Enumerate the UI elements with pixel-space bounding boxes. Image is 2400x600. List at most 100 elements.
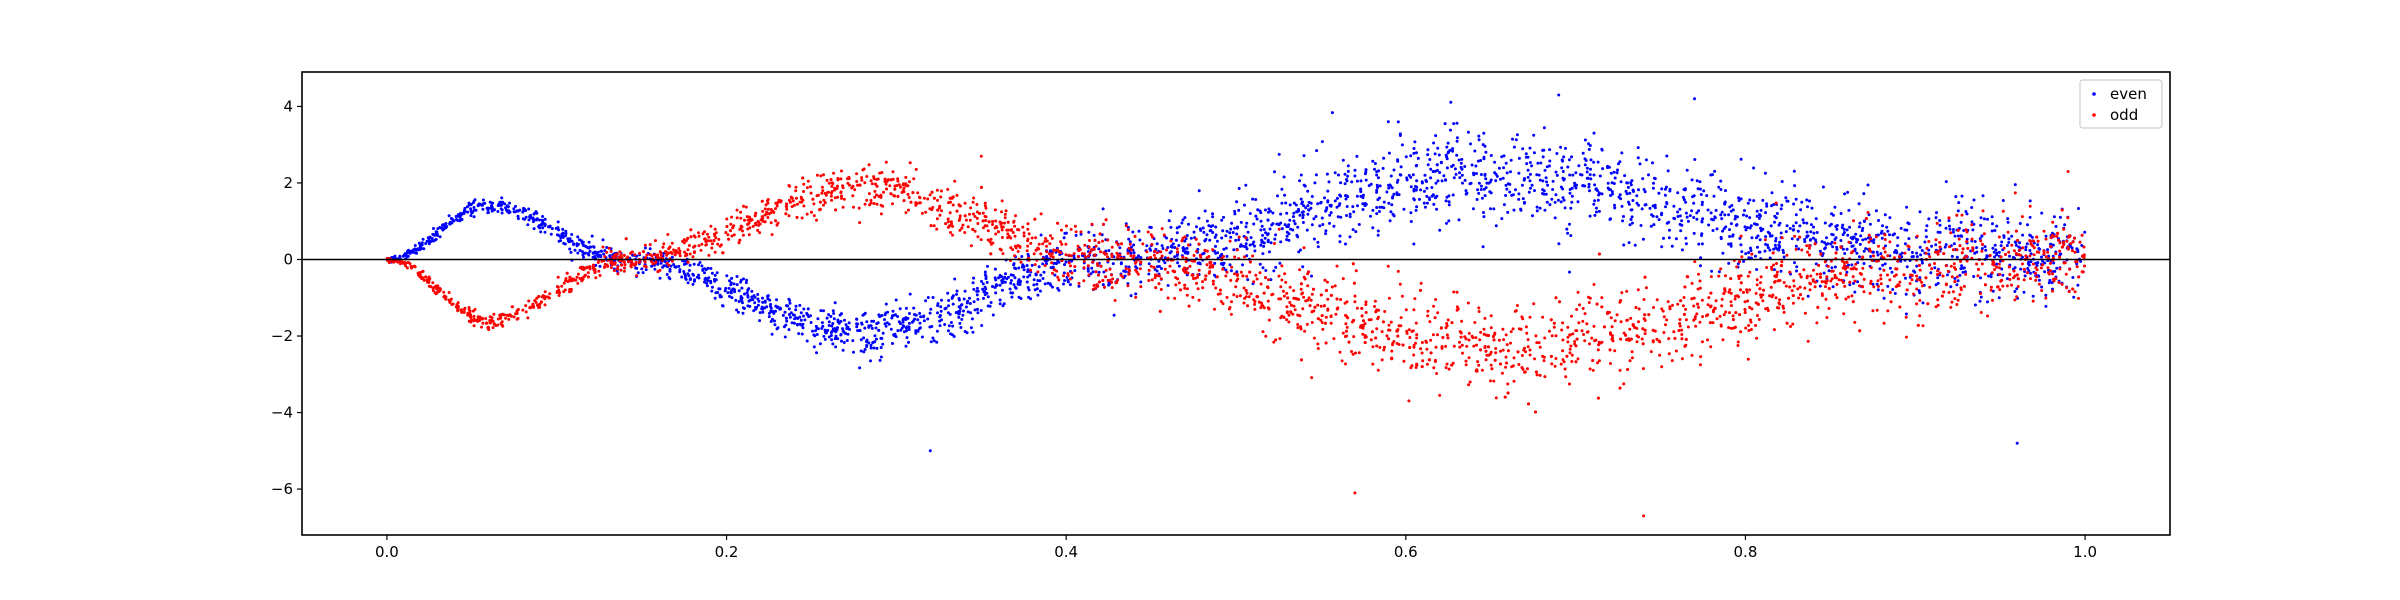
data-point (1338, 240, 1342, 244)
data-point (730, 276, 734, 280)
data-point (1126, 284, 1130, 288)
data-point (2040, 255, 2043, 259)
data-point (1665, 318, 1669, 322)
data-point (560, 234, 564, 237)
data-point (460, 218, 464, 221)
data-point (2079, 259, 2083, 263)
data-point (1099, 250, 1102, 254)
data-point (1690, 281, 1694, 285)
data-point (1364, 178, 1368, 182)
data-point (1283, 223, 1287, 227)
data-point (1097, 280, 1101, 284)
data-point (2076, 283, 2080, 287)
data-point (1618, 193, 1622, 197)
data-point (1351, 228, 1355, 232)
data-point (1637, 188, 1640, 192)
data-point (757, 299, 761, 303)
data-point (1000, 225, 1004, 229)
data-point (1033, 288, 1037, 292)
data-point (878, 315, 882, 319)
data-point (1582, 333, 1585, 336)
data-point (1740, 250, 1744, 254)
data-point (1369, 214, 1372, 218)
data-point (1301, 213, 1305, 217)
data-point (1229, 312, 1233, 316)
data-point (1404, 155, 1408, 159)
data-point (1524, 350, 1528, 354)
data-point (618, 250, 622, 254)
data-point (2028, 249, 2032, 252)
data-point (1251, 254, 1255, 258)
data-point (1288, 218, 1292, 222)
data-point (1799, 208, 1803, 212)
data-point (543, 217, 547, 221)
data-point (1955, 275, 1959, 279)
data-point (855, 317, 859, 321)
data-point (1353, 168, 1357, 172)
data-point (1808, 199, 1811, 203)
data-point (1087, 273, 1091, 277)
data-point (716, 291, 720, 294)
data-point (1964, 210, 1968, 213)
data-point (564, 229, 568, 233)
data-point (2031, 294, 2035, 298)
data-point (1676, 210, 1680, 214)
data-point (1371, 226, 1375, 230)
data-point (1248, 243, 1252, 247)
data-point (741, 306, 745, 310)
data-point (425, 239, 429, 243)
data-point (1387, 296, 1391, 300)
data-point (1655, 215, 1659, 219)
data-point (972, 276, 976, 280)
data-point (1852, 281, 1855, 285)
data-point (1094, 286, 1098, 290)
data-point (1600, 147, 1604, 151)
data-point (575, 244, 579, 248)
data-point (2013, 266, 2017, 270)
data-point (1127, 272, 1131, 276)
data-point (834, 345, 838, 349)
data-point (881, 342, 885, 346)
data-point (953, 277, 957, 281)
data-point (1199, 255, 1203, 259)
data-point (1039, 233, 1043, 237)
data-point (2054, 252, 2058, 256)
data-point (1412, 151, 1416, 155)
data-point (707, 276, 711, 280)
data-point (1298, 213, 1302, 217)
data-point (1692, 231, 1696, 235)
data-point (1953, 234, 1957, 238)
data-point (592, 265, 596, 269)
data-point (1576, 200, 1580, 204)
data-point (1296, 326, 1300, 330)
data-point (620, 263, 624, 267)
data-point (1749, 246, 1752, 250)
data-point (506, 205, 510, 209)
data-point (2063, 223, 2067, 227)
data-point (1861, 266, 1865, 270)
data-point (1359, 179, 1363, 183)
data-point (1658, 353, 1662, 357)
data-point (1556, 198, 1560, 202)
data-point (794, 308, 798, 312)
data-point (939, 195, 943, 199)
data-point (1930, 244, 1934, 248)
data-point (725, 217, 729, 221)
data-point (1835, 296, 1839, 300)
data-point (1045, 250, 1049, 254)
data-point (1842, 261, 1846, 264)
data-point (1796, 229, 1800, 233)
data-point (1416, 156, 1420, 160)
data-point (983, 270, 987, 274)
data-point (418, 248, 422, 251)
data-point (816, 327, 820, 331)
data-point (1877, 244, 1880, 248)
data-point (741, 233, 745, 237)
data-point (1794, 244, 1798, 248)
data-point (481, 207, 485, 211)
data-point (723, 289, 727, 293)
data-point (1285, 311, 1289, 315)
data-point (1285, 318, 1289, 322)
data-point (1478, 338, 1482, 342)
data-point (1613, 319, 1617, 323)
